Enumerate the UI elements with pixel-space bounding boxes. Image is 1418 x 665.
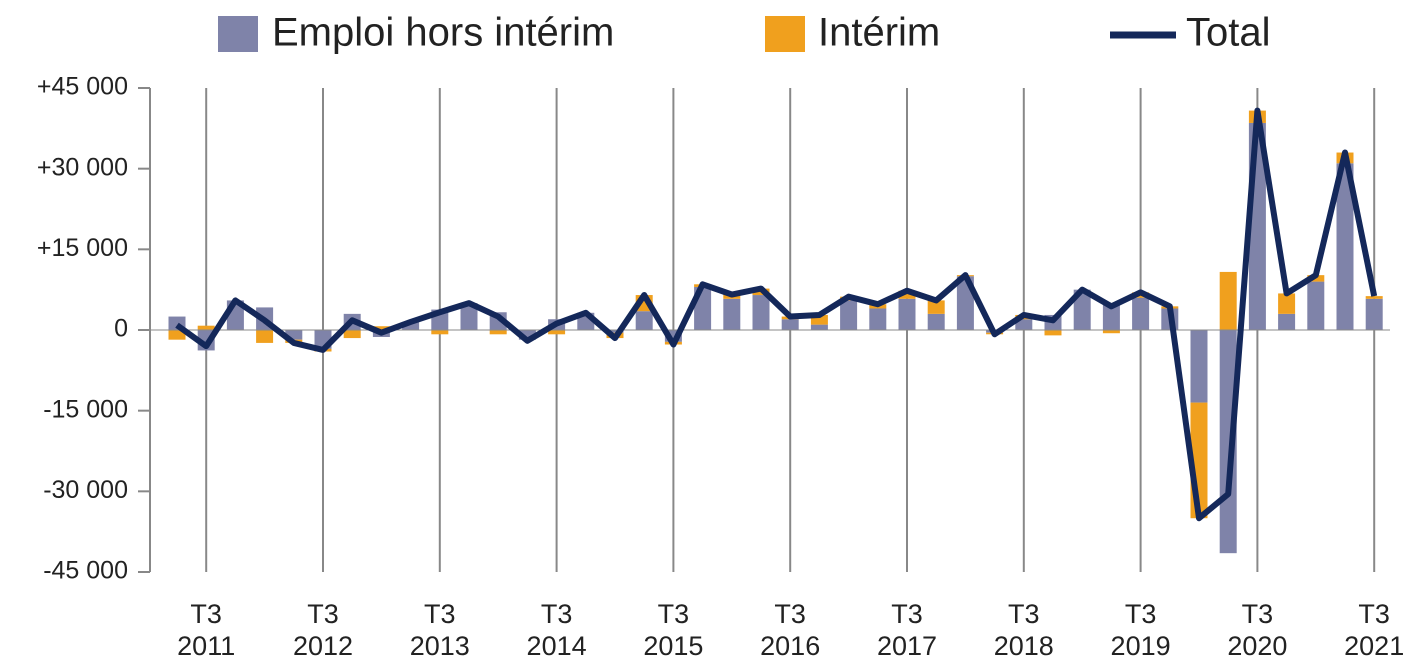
bar xyxy=(1190,330,1208,403)
bar xyxy=(1044,330,1062,336)
x-tick-label: T3 2016 xyxy=(760,599,821,661)
bar xyxy=(489,330,507,335)
x-tick-label: T3 2014 xyxy=(526,599,587,661)
y-tick-label: -15 000 xyxy=(43,395,128,423)
x-tick-label: T3 2020 xyxy=(1227,599,1288,661)
y-tick-label: 0 xyxy=(114,315,128,343)
bar xyxy=(1102,303,1120,330)
x-tick-label: T3 2012 xyxy=(292,599,354,661)
x-tick-label: T3 2015 xyxy=(643,599,704,661)
bar xyxy=(752,295,770,330)
bar xyxy=(1219,271,1237,330)
y-tick-label: -30 000 xyxy=(43,476,128,504)
bar xyxy=(285,330,303,340)
bar xyxy=(664,330,682,342)
bar xyxy=(1073,289,1091,330)
bar xyxy=(1015,319,1033,330)
bar xyxy=(168,330,186,340)
bar xyxy=(402,321,420,330)
bar xyxy=(343,330,361,339)
bar xyxy=(898,290,916,299)
x-tick-label: T3 2019 xyxy=(1110,599,1171,661)
x-tick-label: T3 2021 xyxy=(1344,599,1405,661)
bar xyxy=(1278,293,1296,314)
y-tick-label: +15 000 xyxy=(37,234,128,262)
bar xyxy=(781,319,799,330)
bar xyxy=(1278,313,1296,330)
bar xyxy=(810,314,828,325)
total-line xyxy=(175,107,1378,522)
bar xyxy=(606,330,624,333)
bar xyxy=(898,298,916,330)
bar xyxy=(635,311,653,330)
bar xyxy=(1365,296,1383,299)
bar xyxy=(256,330,274,343)
bar xyxy=(197,325,215,330)
legend-label: Emploi hors intérim xyxy=(272,11,614,55)
legend-label: Total xyxy=(1186,11,1271,55)
bar xyxy=(1132,297,1150,330)
x-tick-label: T3 2018 xyxy=(993,599,1054,661)
x-tick-label: T3 2017 xyxy=(876,599,938,661)
bar xyxy=(431,330,449,335)
bar xyxy=(1307,281,1325,330)
bar xyxy=(810,324,828,330)
bar xyxy=(548,330,566,335)
bar xyxy=(840,300,858,330)
bar xyxy=(927,313,945,330)
bar xyxy=(518,330,536,340)
y-tick-label: +30 000 xyxy=(37,153,128,181)
x-tick-label: T3 2011 xyxy=(177,599,236,661)
bar xyxy=(723,298,741,330)
y-tick-label: +45 000 xyxy=(37,73,128,101)
x-tick-label: T3 2013 xyxy=(409,599,470,661)
legend-swatch xyxy=(765,16,805,52)
bar xyxy=(1336,163,1354,330)
bar xyxy=(927,300,945,314)
legend-label: Intérim xyxy=(818,11,940,55)
bar xyxy=(1102,330,1120,334)
bar xyxy=(372,326,390,330)
bar xyxy=(460,303,478,330)
y-tick-label: -45 000 xyxy=(43,557,128,585)
legend-swatch xyxy=(218,16,258,52)
bar xyxy=(1365,298,1383,330)
bar xyxy=(869,308,887,330)
